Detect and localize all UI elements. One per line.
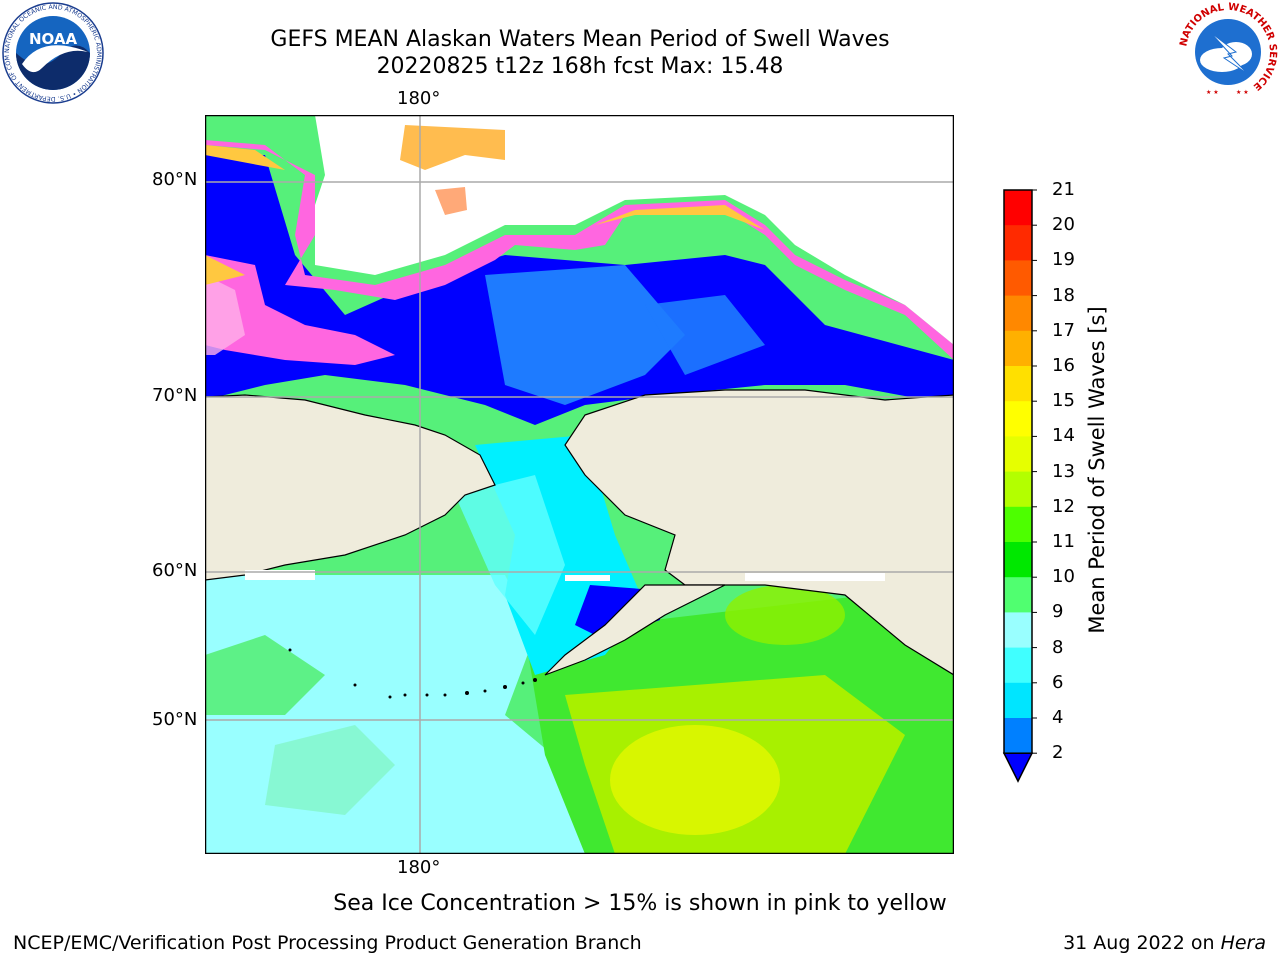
lon-label-bottom: 180° [397,857,441,878]
alaska-land [564,389,954,676]
colorbar-tick-label: 14 [1052,425,1075,447]
footer-right: 31 Aug 2022 on Hera [1063,932,1266,954]
sea-ice-interior [315,115,954,345]
colorbar-band [1004,436,1032,473]
colorbar-tick-label: 21 [1052,179,1075,200]
colorbar-tick-label: 18 [1052,284,1075,306]
colorbar-tick-label: 13 [1052,460,1075,482]
colorbar-band [1004,718,1032,754]
lon-label-top: 180° [397,88,441,109]
sea-ice-caption: Sea Ice Concentration > 15% is shown in … [333,891,947,916]
colorbar-tick-label: 8 [1052,636,1064,658]
swell-14s-core [610,725,780,835]
colorbar-band [1004,295,1032,332]
footer-host: Hera [1220,932,1266,954]
colorbar-tick-label: 17 [1052,319,1075,341]
noaa-logo-text: NOAA [29,30,78,48]
colorbar-band [1004,330,1032,367]
colorbar-band [1004,682,1032,719]
colorbar-tick-label: 20 [1052,214,1075,236]
svg-text:★ ★: ★ ★ [1236,89,1249,96]
colorbar-title: Mean Period of Swell Waves [s] [1085,306,1109,634]
colorbar-tick-label: 2 [1052,742,1064,764]
colorbar-band [1004,506,1032,543]
noaa-logo: NATIONAL OCEANIC AND ATMOSPHERIC ADMINIS… [2,2,104,104]
colorbar [1002,189,1037,783]
aleutian-islands [288,648,537,699]
colorbar-tick-label: 12 [1052,495,1075,517]
colorbar-band [1004,401,1032,437]
ice-patch-north [400,125,505,170]
chukchi-swell-2-4s [485,265,685,405]
colorbar-tick-label: 19 [1052,249,1075,271]
colorbar-band [1004,471,1032,508]
colorbar-band [1004,542,1032,578]
colorbar-tick-label: 6 [1052,671,1064,693]
chart-title: GEFS MEAN Alaskan Waters Mean Period of … [270,27,890,52]
colorbar-band [1004,260,1032,297]
colorbar-tick-label: 11 [1052,531,1075,552]
lat-label-70n: 70°N [152,385,198,406]
colorbar-band [1004,190,1032,226]
colorbar-extend-triangle [1002,752,1034,783]
alaska-peninsula [544,584,726,676]
colorbar-tick-label: 10 [1052,566,1075,588]
colorbar-band [1004,612,1032,649]
colorbar-band [1004,366,1032,402]
colorbar-tick-label: 16 [1052,355,1075,376]
chart-subtitle: 20220825 t12z 168h fcst Max: 15.48 [376,54,784,79]
footer-date: 31 Aug 2022 on [1063,932,1221,954]
map-panel [205,115,954,854]
lat-label-80n: 80°N [152,169,198,190]
nws-logo: NATIONAL WEATHER SERVICE ★ ★ ★ ★ [1178,2,1278,101]
lat-label-60n: 60°N [152,560,198,581]
colorbar-band [1004,225,1032,261]
sea-ice-edge-yellow [595,205,765,230]
colorbar-band [1004,577,1032,613]
map-frame [205,115,954,854]
svg-text:★ ★: ★ ★ [1206,89,1219,96]
colorbar-tick-label: 15 [1052,390,1075,412]
colorbar-tick-label: 9 [1052,601,1064,623]
colorbar-tick-label: 4 [1052,707,1064,728]
lat-label-50n: 50°N [152,709,198,730]
sea-ice-west [205,255,395,365]
footer-left: NCEP/EMC/Verification Post Processing Pr… [13,932,642,954]
graticule [205,115,954,854]
colorbar-band [1004,647,1032,684]
